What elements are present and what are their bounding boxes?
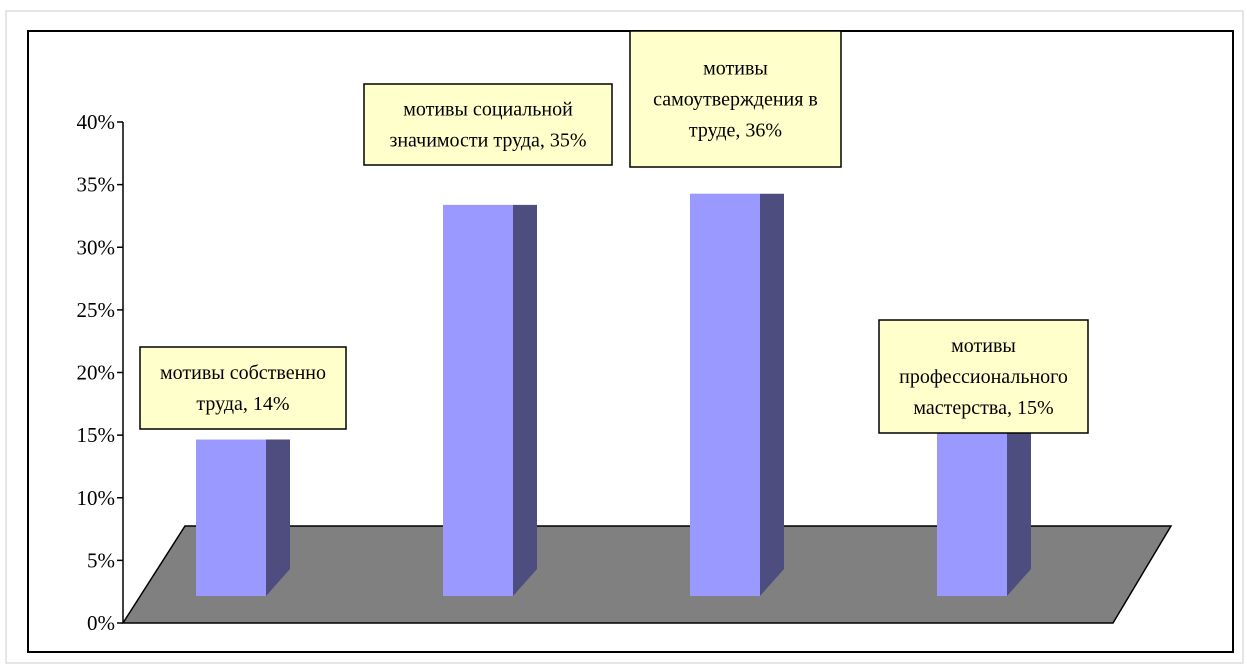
data-label-text: труде, 36% (689, 120, 782, 142)
data-label-text: значимости труда, 35% (389, 130, 586, 152)
y-tick-label: 0% (87, 611, 115, 635)
bar-side (1007, 428, 1031, 596)
data-label-background (139, 346, 347, 430)
y-tick-label: 5% (87, 548, 115, 572)
bar-front (690, 193, 760, 596)
data-label-text: труда, 14% (196, 393, 289, 415)
data-label-background (363, 83, 613, 166)
data-label-text: мастерства, 15% (913, 397, 1053, 419)
data-label-box: мотивы профессионального мастерства, 15% (878, 319, 1089, 434)
data-label-text: мотивы (951, 335, 1016, 357)
bar-side (760, 193, 784, 596)
bar-front (443, 204, 513, 596)
data-label-text: мотивы собственно (160, 362, 326, 384)
y-tick-label: 15% (77, 423, 116, 447)
data-label-box: мотивы самоутверждения в труде, 36% (629, 30, 842, 168)
chart-floor (121, 525, 1173, 624)
bar-side (266, 439, 290, 596)
y-tick-label: 30% (77, 235, 116, 259)
y-tick-label: 25% (77, 298, 116, 322)
data-label-background (878, 319, 1089, 434)
y-tick-label: 10% (77, 486, 116, 510)
bar-side (513, 204, 537, 596)
data-label-box: мотивы собственно труда, 14% (139, 346, 347, 430)
bar-front (196, 439, 266, 596)
data-label-text: профессионального (899, 366, 1068, 388)
data-label-text: мотивы социальной (403, 99, 573, 121)
y-tick-label: 35% (77, 173, 116, 197)
y-tick-label: 20% (77, 361, 116, 385)
data-label-box: мотивы социальной значимости труда, 35% (363, 83, 613, 166)
bar (937, 428, 1031, 596)
data-label-text: самоутверждения в (653, 89, 818, 111)
data-label-text: мотивы (703, 58, 768, 80)
bar (443, 204, 537, 596)
bar (196, 439, 290, 596)
y-tick-label: 40% (77, 110, 116, 134)
data-label-background (629, 30, 842, 168)
bar-front (937, 428, 1007, 596)
bar (690, 193, 784, 596)
